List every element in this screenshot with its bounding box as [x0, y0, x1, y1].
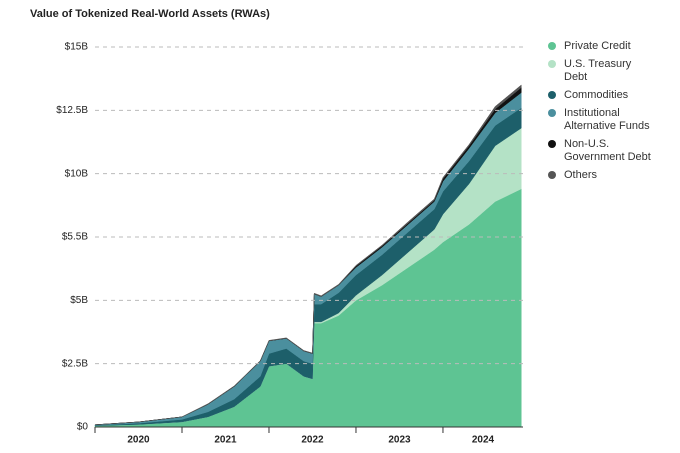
y-tick-label: $2.5B — [62, 358, 88, 369]
x-tick-label: 2022 — [301, 435, 324, 446]
legend-swatch — [548, 91, 556, 99]
legend: Private Credit U.S. Treasury Debt Commodit… — [548, 40, 676, 187]
legend-swatch — [548, 42, 556, 50]
x-tick-label: 2023 — [388, 435, 411, 446]
y-tick-label: $0 — [77, 422, 89, 433]
legend-item: Institutional Alternative Funds — [548, 107, 676, 133]
legend-item: U.S. Treasury Debt — [548, 58, 676, 84]
legend-swatch — [548, 109, 556, 117]
legend-label: Institutional Alternative Funds — [564, 107, 650, 132]
y-tick-label: $5B — [70, 295, 88, 306]
legend-label: Others — [564, 169, 598, 181]
legend-swatch — [548, 60, 556, 68]
legend-label: Private Credit — [564, 40, 631, 52]
legend-item: Private Credit — [548, 40, 676, 53]
x-tick-label: 2021 — [214, 435, 237, 446]
y-tick-label: $12.5B — [56, 105, 88, 116]
y-tick-label: $5.5B — [62, 232, 88, 243]
legend-label: U.S. Treasury Debt — [564, 58, 632, 83]
legend-item: Commodities — [548, 89, 676, 102]
legend-label: Non-U.S. Government Debt — [564, 138, 651, 163]
chart-title: Value of Tokenized Real-World Assets (RW… — [30, 8, 270, 20]
legend-item: Others — [548, 169, 676, 182]
x-tick-label: 2024 — [472, 435, 495, 446]
y-tick-label: $15B — [65, 42, 89, 53]
y-tick-label: $10B — [65, 168, 89, 179]
legend-swatch — [548, 171, 556, 179]
legend-label: Commodities — [564, 89, 629, 101]
x-tick-label: 2020 — [127, 435, 150, 446]
legend-swatch — [548, 140, 556, 148]
legend-item: Non-U.S. Government Debt — [548, 138, 676, 164]
area — [94, 84, 522, 425]
